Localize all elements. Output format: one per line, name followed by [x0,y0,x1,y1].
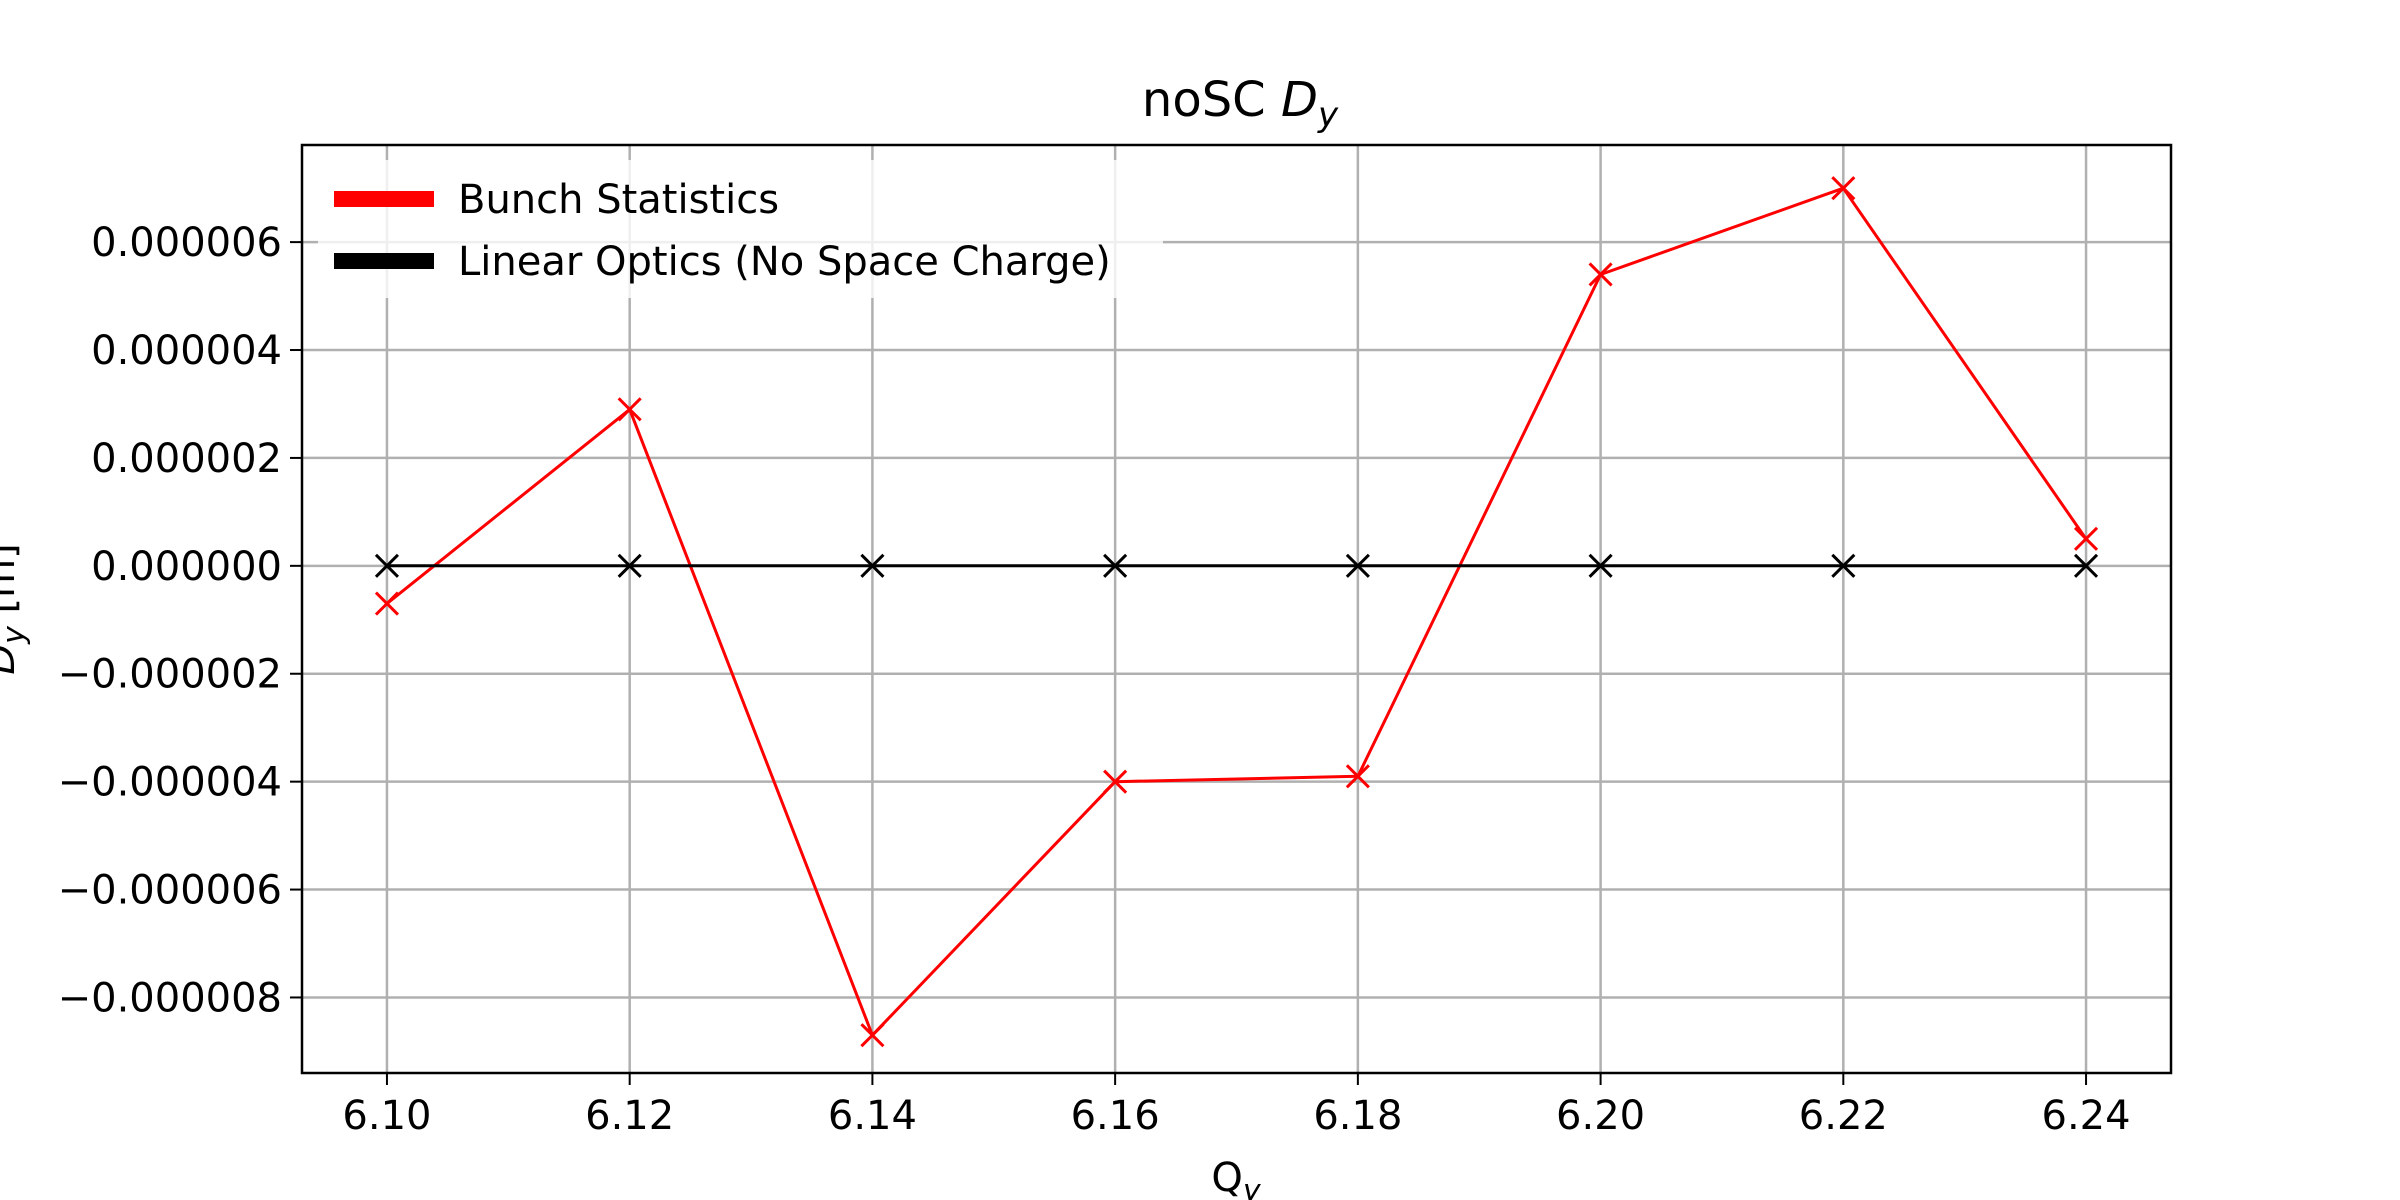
legend-box [318,160,1163,298]
series-1 [374,553,2099,578]
y-tick-label: 0.000006 [91,220,282,266]
data-point [1345,553,1370,578]
x-tick-label: 6.22 [1799,1093,1888,1139]
data-point [860,553,885,578]
x-tick-label: 6.18 [1313,1093,1402,1139]
x-axis: 6.10 6.12 6.14 6.16 6.18 6.20 6.22 6.24 [342,1073,2131,1139]
data-point [1588,553,1613,578]
x-tick-label: 6.20 [1556,1093,1645,1139]
series-0 [374,176,2099,1048]
data-point [2073,526,2099,551]
data-point [617,397,642,422]
x-tick-label: 6.10 [342,1093,431,1139]
legend-label: Linear Optics (No Space Charge) [458,239,1111,285]
plot-series [374,176,2099,1048]
data-point [617,553,642,578]
data-point [1831,553,1856,578]
data-point [374,591,400,616]
series-line [386,186,2088,1037]
data-point [1588,262,1613,287]
legend: Bunch Statistics Linear Optics (No Space … [334,177,1111,285]
y-tick-label: −0.000008 [58,975,282,1021]
x-axis-title: Qy [1211,1155,1261,1200]
x-tick-label: 6.14 [828,1093,917,1139]
y-tick-label: 0.000000 [91,544,282,590]
data-point [860,1023,885,1048]
data-point [374,553,400,578]
y-tick-label: −0.000002 [58,652,282,698]
data-point [2073,553,2099,578]
y-axis: 0.000006 0.000004 0.000002 0.000000 −0.00000… [58,220,302,1021]
x-tick-label: 6.16 [1071,1093,1160,1139]
data-point [1831,176,1856,201]
x-tick-label: 6.12 [585,1093,674,1139]
plot-frame [300,143,2173,1075]
y-tick-label: −0.000004 [58,760,282,806]
y-tick-label: 0.000002 [91,436,282,482]
chart-title: noSC Dy [1142,72,1339,135]
legend-label: Bunch Statistics [458,177,779,223]
data-point [1345,764,1370,789]
data-point [1103,553,1128,578]
y-tick-label: −0.000006 [58,868,282,914]
y-tick-label: 0.000004 [91,328,282,374]
x-tick-label: 6.24 [2042,1093,2131,1139]
y-axis-title: Dy [m] [0,543,32,674]
data-point [1103,769,1128,794]
